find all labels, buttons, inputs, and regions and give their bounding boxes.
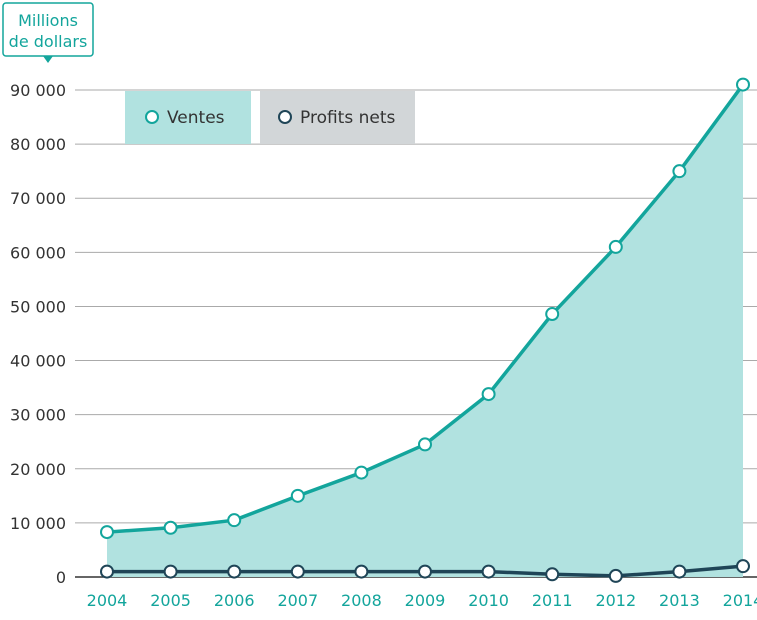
legend-profits-label: Profits nets [300,108,396,128]
y-tick-label: 90 000 [10,81,66,100]
ventes-area-fill [107,84,743,577]
ventes-point [227,513,242,528]
x-tick-label: 2011 [532,591,573,610]
y-tick-label: 40 000 [10,352,66,371]
ventes-point [290,488,305,503]
legend-ventes-label: Ventes [167,108,225,128]
x-tick-label: 2007 [277,591,318,610]
y-tick-label: 70 000 [10,189,66,208]
profits-nets-point [163,564,178,579]
ventes-point [672,164,687,179]
ventes-point [163,520,178,535]
ventes-point [354,465,369,480]
x-axis-ticks: 2004 2005 2006 2007 2008 2009 2010 2011 2012 2013… [87,591,757,610]
x-tick-label: 2014 [723,591,757,610]
series-points [100,77,750,583]
y-tick-label: 50 000 [10,297,66,316]
y-tick-label: 80 000 [10,135,66,154]
x-tick-label: 2004 [87,591,128,610]
profits-nets-point [736,559,750,574]
unit-label-line1: Millions [18,11,78,30]
grid-lines [75,89,757,578]
ventes-point [418,437,432,452]
legend-profits-marker [278,110,292,124]
y-tick-label: 30 000 [10,406,66,425]
y-tick-label: 0 [56,568,66,587]
profits-nets-point [481,564,496,579]
unit-label-pointer [43,56,53,63]
ventes-point [736,77,750,92]
ventes-point [545,307,560,322]
x-tick-label: 2009 [405,591,446,610]
x-tick-label: 2012 [595,591,636,610]
profits-nets-point [545,567,560,582]
y-tick-label: 20 000 [10,460,66,479]
profits-nets-point [354,564,369,579]
y-tick-label: 10 000 [10,514,66,533]
unit-label-box: Millions de dollars [2,2,94,63]
x-tick-label: 2010 [468,591,509,610]
y-axis-ticks: 0 10 000 20 000 30 000 40 000 50 000 60 000 70 … [10,81,66,587]
x-tick-label: 2008 [341,591,382,610]
ventes-point [481,387,496,402]
profits-nets-point [608,568,623,583]
x-tick-label: 2005 [150,591,191,610]
ventes-point [608,239,623,254]
x-tick-label: 2006 [214,591,255,610]
legend: Ventes Profits nets [125,91,415,144]
ventes-point [100,525,114,540]
y-tick-label: 60 000 [10,243,66,262]
profits-nets-point [672,564,687,579]
profits-nets-point [100,564,114,579]
profits-nets-point [418,564,432,579]
x-tick-label: 2013 [659,591,700,610]
legend-ventes-marker [145,110,159,124]
unit-label-line2: de dollars [9,32,88,51]
profits-nets-point [227,564,242,579]
ventes-area [107,84,743,577]
profits-nets-point [290,564,305,579]
